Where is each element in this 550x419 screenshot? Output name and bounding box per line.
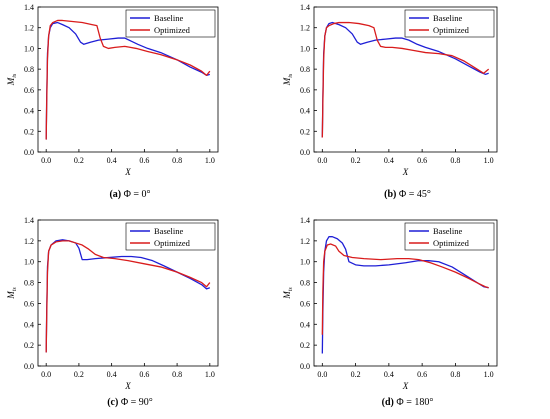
series-line-baseline bbox=[321, 21, 489, 138]
legend-label: Optimized bbox=[154, 238, 191, 248]
y-tick-label: 0.6 bbox=[24, 299, 34, 308]
y-tick-label: 0.0 bbox=[300, 148, 310, 157]
y-tick-label: 1.2 bbox=[300, 24, 310, 33]
x-tick-label: 0.8 bbox=[172, 156, 182, 165]
y-tick-label: 0.2 bbox=[300, 127, 310, 136]
x-tick-label: 0.8 bbox=[172, 370, 182, 379]
plot-frame bbox=[37, 6, 219, 153]
x-tick-label: 0.2 bbox=[74, 156, 84, 165]
panel-caption: (c) Φ = 90° bbox=[107, 397, 153, 408]
legend-label: Baseline bbox=[433, 13, 462, 23]
y-tick-label: 1.0 bbox=[24, 44, 34, 53]
y-tick-label: 0.4 bbox=[300, 107, 310, 116]
y-tick-label: 1.0 bbox=[300, 44, 310, 53]
x-tick-label: 0.4 bbox=[384, 370, 394, 379]
y-tick-label: 0.8 bbox=[24, 65, 34, 74]
x-tick-label: 0.6 bbox=[417, 370, 427, 379]
y-tick-label: 1.4 bbox=[300, 216, 310, 225]
legend-label: Baseline bbox=[154, 13, 183, 23]
y-axis-label: Mis bbox=[282, 73, 294, 86]
y-axis-label: Mis bbox=[6, 73, 18, 86]
y-tick-label: 0.2 bbox=[24, 341, 34, 350]
y-tick-label: 0.4 bbox=[24, 107, 34, 116]
x-tick-label: 0.0 bbox=[317, 156, 327, 165]
y-tick-label: 0.4 bbox=[24, 320, 34, 329]
y-tick-label: 1.0 bbox=[300, 258, 310, 267]
y-tick-label: 0.8 bbox=[300, 279, 310, 288]
panel-caption: (d) Φ = 180° bbox=[382, 397, 434, 408]
x-tick-label: 0.8 bbox=[450, 370, 460, 379]
x-tick-label: 1.0 bbox=[205, 156, 215, 165]
panel-caption: (b) Φ = 45° bbox=[384, 189, 431, 200]
y-axis-label: Mis bbox=[6, 287, 18, 300]
x-tick-label: 1.0 bbox=[205, 370, 215, 379]
y-tick-label: 1.2 bbox=[24, 237, 34, 246]
chart-panel-1: 0.0 0.2 0.4 0.6 0.8 1.0 0.0 0.2 0.4 0.6 0.8 1.0 1.2 1… bbox=[6, 3, 219, 200]
series-line-baseline bbox=[45, 239, 211, 353]
y-tick-label: 0.2 bbox=[300, 341, 310, 350]
x-tick-label: 0.0 bbox=[41, 156, 51, 165]
x-axis-label: X bbox=[402, 381, 409, 391]
series-line-optimized bbox=[321, 21, 490, 138]
y-tick-label: 0.8 bbox=[24, 279, 34, 288]
y-tick-label: 0.6 bbox=[300, 299, 310, 308]
y-tick-label: 1.2 bbox=[300, 237, 310, 246]
y-tick-label: 0.0 bbox=[300, 362, 310, 371]
plot-frame bbox=[313, 6, 498, 153]
y-tick-label: 0.2 bbox=[24, 127, 34, 136]
x-tick-label: 0.4 bbox=[107, 370, 117, 379]
x-tick-label: 0.8 bbox=[450, 156, 460, 165]
x-axis-label: X bbox=[124, 381, 131, 391]
legend-label: Optimized bbox=[433, 238, 470, 248]
x-tick-label: 0.6 bbox=[417, 156, 427, 165]
legend-box bbox=[404, 222, 495, 251]
y-tick-label: 1.4 bbox=[300, 3, 310, 12]
chart-panel-2: 0.0 0.2 0.4 0.6 0.8 1.0 0.0 0.2 0.4 0.6 0.8 1.0 1.2 1… bbox=[282, 3, 498, 200]
y-tick-label: 0.0 bbox=[24, 362, 34, 371]
y-tick-label: 0.6 bbox=[300, 86, 310, 95]
chart-panel-3: 0.0 0.2 0.4 0.6 0.8 1.0 0.0 0.2 0.4 0.6 0.8 1.0 1.2 1… bbox=[6, 216, 219, 408]
y-tick-label: 0.4 bbox=[300, 320, 310, 329]
y-axis-label: Mis bbox=[282, 287, 294, 300]
y-tick-label: 0.6 bbox=[24, 86, 34, 95]
series-line-optimized bbox=[321, 243, 489, 335]
y-tick-label: 1.0 bbox=[24, 258, 34, 267]
y-tick-label: 1.4 bbox=[24, 216, 34, 225]
y-tick-label: 1.2 bbox=[24, 24, 34, 33]
x-tick-label: 0.2 bbox=[74, 370, 84, 379]
y-tick-label: 0.0 bbox=[24, 148, 34, 157]
x-tick-label: 0.2 bbox=[351, 370, 361, 379]
series-line-baseline bbox=[321, 236, 489, 354]
x-tick-label: 0.4 bbox=[384, 156, 394, 165]
legend-box bbox=[125, 222, 216, 251]
series-line-optimized bbox=[45, 240, 211, 353]
x-tick-label: 1.0 bbox=[484, 156, 494, 165]
x-axis-label: X bbox=[402, 167, 409, 177]
plot-frame bbox=[313, 219, 498, 367]
x-tick-label: 0.0 bbox=[41, 370, 51, 379]
legend-label: Optimized bbox=[433, 25, 470, 35]
legend-box bbox=[404, 9, 495, 38]
chart-panel-4: 0.0 0.2 0.4 0.6 0.8 1.0 0.0 0.2 0.4 0.6 0.8 1.0 1.2 1… bbox=[282, 216, 498, 408]
y-tick-label: 0.8 bbox=[300, 65, 310, 74]
x-axis-label: X bbox=[124, 167, 131, 177]
legend-label: Optimized bbox=[154, 25, 191, 35]
legend-box bbox=[125, 9, 216, 38]
plot-frame bbox=[37, 219, 219, 367]
x-tick-label: 0.6 bbox=[139, 156, 149, 165]
y-tick-label: 1.4 bbox=[24, 3, 34, 12]
x-tick-label: 0.4 bbox=[107, 156, 117, 165]
x-tick-label: 0.6 bbox=[139, 370, 149, 379]
x-tick-label: 1.0 bbox=[484, 370, 494, 379]
x-tick-label: 0.0 bbox=[317, 370, 327, 379]
series-line-baseline bbox=[45, 21, 211, 140]
panel-caption: (a) Φ = 0° bbox=[109, 189, 150, 200]
x-tick-label: 0.2 bbox=[351, 156, 361, 165]
legend-label: Baseline bbox=[154, 226, 183, 236]
legend-label: Baseline bbox=[433, 226, 462, 236]
series-line-optimized bbox=[45, 19, 211, 140]
